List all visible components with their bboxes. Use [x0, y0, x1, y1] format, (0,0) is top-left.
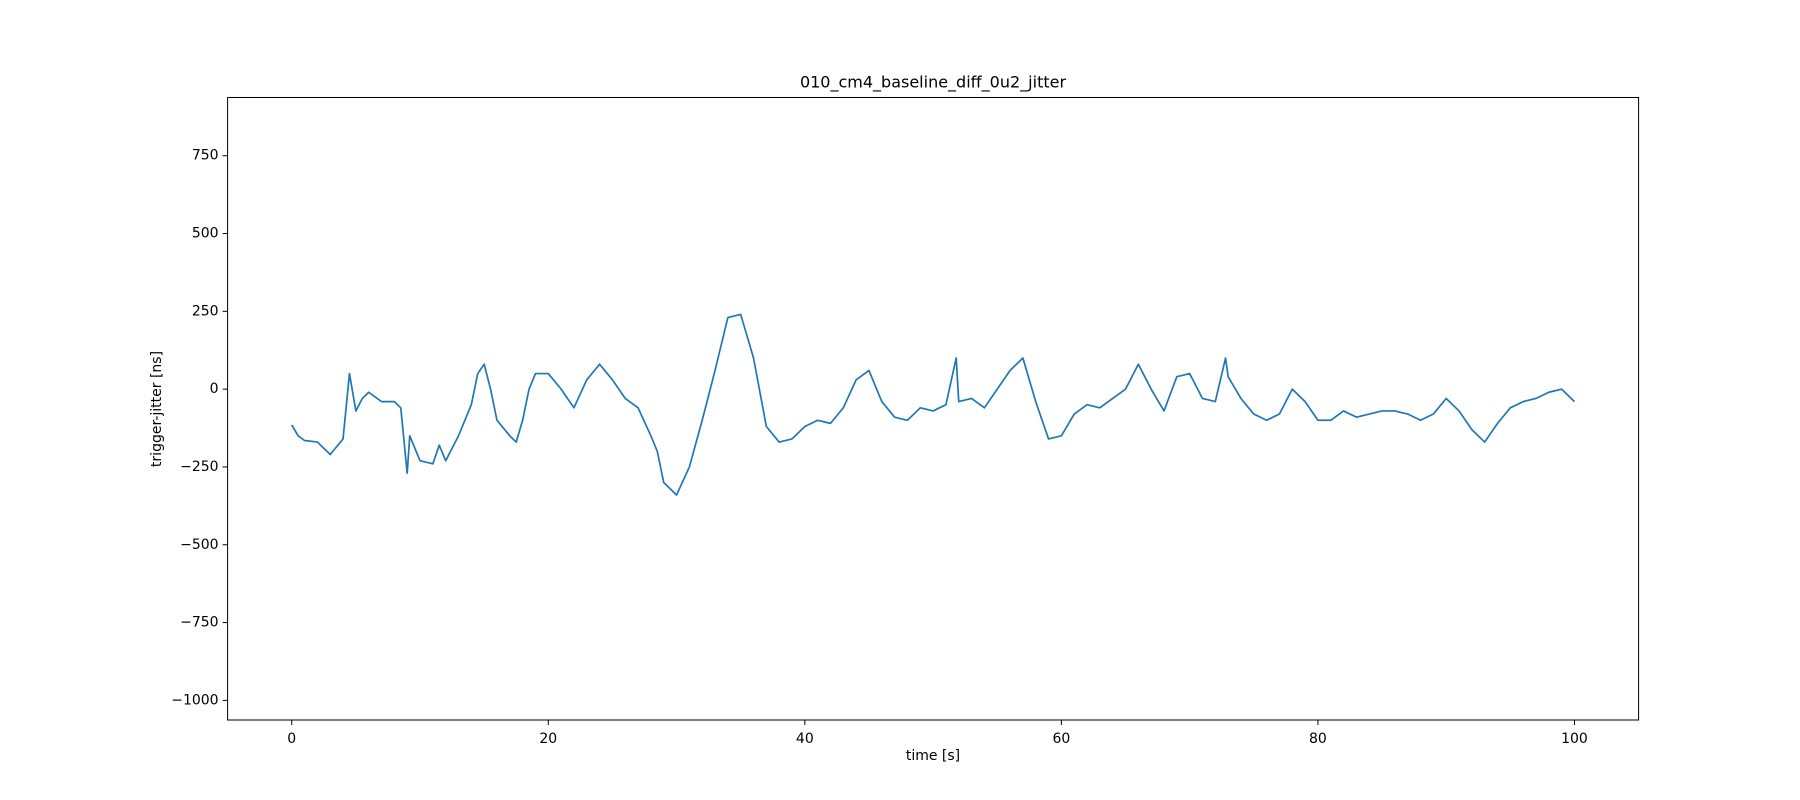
x-tick-label: 80 [1309, 731, 1327, 747]
y-tick-label: −500 [180, 537, 218, 553]
x-tick-label: 60 [1052, 731, 1070, 747]
x-tick-label: 40 [796, 731, 814, 747]
chart-title: 010_cm4_baseline_diff_0u2_jitter [800, 73, 1067, 93]
y-axis-label: trigger-jitter [ns] [149, 351, 165, 467]
y-tick-label: 750 [192, 148, 219, 164]
y-tick-label: 500 [192, 226, 219, 242]
y-tick-label: −250 [180, 459, 218, 475]
x-tick-label: 20 [539, 731, 557, 747]
x-tick-label: 100 [1561, 731, 1588, 747]
data-line [291, 313, 1576, 496]
plot-frame [227, 97, 1640, 721]
y-tick-label: 250 [192, 303, 219, 319]
x-axis-label: time [s] [906, 748, 960, 764]
y-tick-label: −750 [180, 615, 218, 631]
x-tick-label: 0 [287, 731, 296, 747]
y-tick-label: −1000 [171, 692, 218, 708]
y-tick-label: 0 [210, 381, 219, 397]
